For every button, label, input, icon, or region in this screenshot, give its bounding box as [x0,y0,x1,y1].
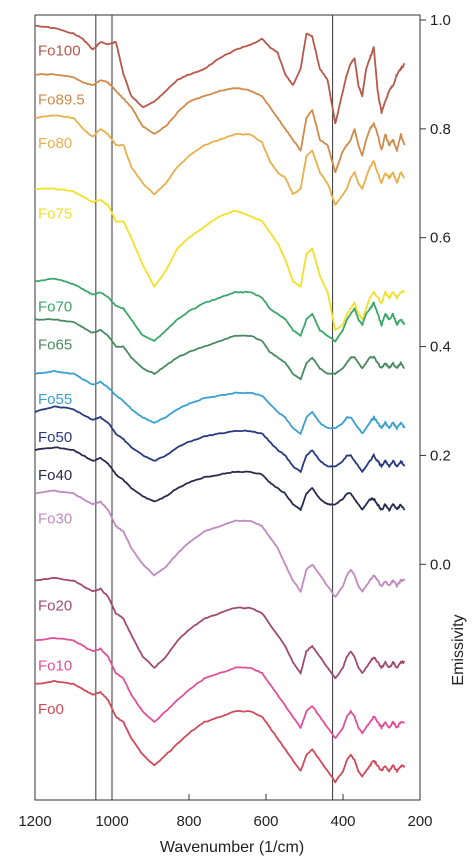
y-axis-title: Emissivity [450,614,467,685]
y-tick-label-2: 0.4 [430,339,451,356]
series-fo80 [34,114,405,206]
y-tick-label-0: 0.0 [430,556,451,573]
x-tick-label-400: 400 [330,813,355,830]
series-fo75 [34,187,406,331]
y-tick-label-4: 0.8 [430,121,451,138]
series-label-fo10: Fo10 [38,657,72,674]
series-label-fo70: Fo70 [38,298,72,315]
x-tick-label-600: 600 [253,813,278,830]
series-label-fo30: Fo30 [38,511,72,528]
series-label-fo89-5: Fo89.5 [38,91,85,108]
series-fo55 [34,369,406,435]
series-fo100 [34,24,405,125]
series-label-fo80: Fo80 [38,135,72,152]
series-label-fo40: Fo40 [38,467,72,484]
y-tick-label-5: 1.0 [430,12,451,29]
series-label-fo75: Fo75 [38,206,72,223]
series-label-fo55: Fo55 [38,391,72,408]
x-tick-label-1200: 1200 [18,813,51,830]
x-axis-title: Wavenumber (1/cm) [160,839,304,856]
series-fo30 [34,489,406,598]
y-tick-label-1: 0.2 [430,447,451,464]
series-fo20 [34,576,406,680]
y-tick-label-3: 0.6 [430,230,451,247]
series-fo10 [34,637,406,739]
x-tick-label-800: 800 [176,813,201,830]
series-label-fo65: Fo65 [38,336,72,353]
series-fo89-5 [34,73,406,174]
series-label-fo50: Fo50 [38,429,72,446]
x-tick-label-200: 200 [407,813,432,830]
series-fo50 [34,405,406,473]
series-label-fo0: Fo0 [38,701,64,718]
x-tick-label-1000: 1000 [95,813,128,830]
series-fo70 [34,277,406,343]
plot-frame [34,14,421,801]
series-fo0 [34,680,406,784]
series-fo65 [34,318,406,381]
series-fo40 [34,446,406,512]
series-label-fo20: Fo20 [38,598,72,615]
series-label-fo100: Fo100 [38,42,81,59]
